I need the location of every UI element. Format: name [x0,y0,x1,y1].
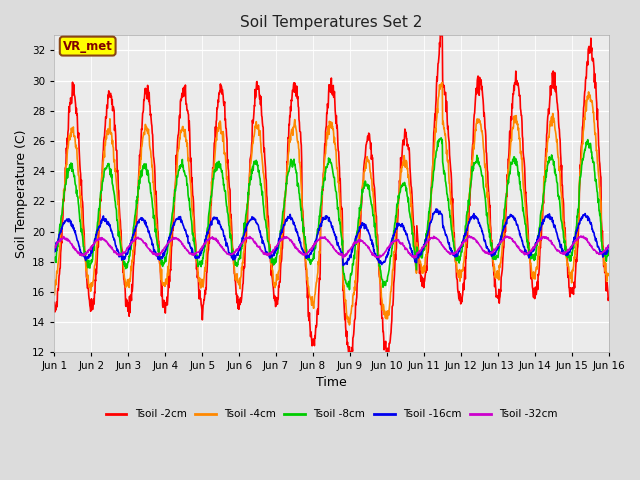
Tsoil -2cm [438,22,445,27]
Tsoil -32cm [161,245,168,251]
Tsoil -4cm [236,276,244,281]
Tsoil -8cm [236,255,244,261]
Y-axis label: Soil Temperature (C): Soil Temperature (C) [15,130,28,258]
Tsoil -2cm [161,303,168,309]
Tsoil -2cm [540,201,547,206]
Tsoil -16cm [418,248,426,254]
Tsoil -4cm [161,282,168,288]
Tsoil -16cm [236,245,244,251]
Tsoil -8cm [605,248,612,253]
Legend: Tsoil -2cm, Tsoil -4cm, Tsoil -8cm, Tsoil -16cm, Tsoil -32cm: Tsoil -2cm, Tsoil -4cm, Tsoil -8cm, Tsoi… [102,405,561,423]
Tsoil -4cm [174,149,182,155]
Line: Tsoil -16cm: Tsoil -16cm [54,209,609,265]
Tsoil -2cm [236,298,244,303]
Tsoil -16cm [432,206,440,212]
Tsoil -32cm [339,255,347,261]
Tsoil -16cm [161,252,168,258]
Tsoil -2cm [605,295,612,301]
Tsoil -32cm [540,234,547,240]
Tsoil -2cm [51,300,58,305]
Tsoil -2cm [347,357,355,363]
Tsoil -16cm [540,217,547,223]
Tsoil -16cm [51,249,58,255]
Tsoil -4cm [540,188,547,194]
Tsoil -4cm [418,266,426,272]
Tsoil -32cm [51,244,58,250]
Tsoil -2cm [418,279,426,285]
Tsoil -8cm [174,174,182,180]
Tsoil -8cm [540,191,547,196]
Tsoil -4cm [491,266,499,272]
X-axis label: Time: Time [316,376,347,389]
Text: VR_met: VR_met [63,40,113,53]
Tsoil -8cm [346,287,353,292]
Tsoil -16cm [339,263,347,268]
Tsoil -32cm [465,233,473,239]
Tsoil -32cm [491,248,499,253]
Tsoil -2cm [174,136,182,142]
Tsoil -32cm [605,242,612,248]
Tsoil -4cm [438,80,446,85]
Tsoil -8cm [491,256,499,262]
Tsoil -8cm [51,255,58,261]
Tsoil -8cm [418,252,426,258]
Tsoil -32cm [174,237,182,242]
Tsoil -8cm [161,260,168,266]
Line: Tsoil -2cm: Tsoil -2cm [54,24,609,360]
Line: Tsoil -32cm: Tsoil -32cm [54,236,609,258]
Tsoil -16cm [491,252,499,257]
Tsoil -16cm [174,216,182,222]
Tsoil -2cm [491,284,499,289]
Tsoil -4cm [51,292,58,298]
Line: Tsoil -8cm: Tsoil -8cm [54,138,609,289]
Tsoil -16cm [605,244,612,250]
Title: Soil Temperatures Set 2: Soil Temperatures Set 2 [241,15,423,30]
Line: Tsoil -4cm: Tsoil -4cm [54,83,609,325]
Tsoil -8cm [437,135,445,141]
Tsoil -4cm [346,322,353,328]
Tsoil -32cm [418,245,426,251]
Tsoil -4cm [605,272,612,278]
Tsoil -32cm [236,243,244,249]
